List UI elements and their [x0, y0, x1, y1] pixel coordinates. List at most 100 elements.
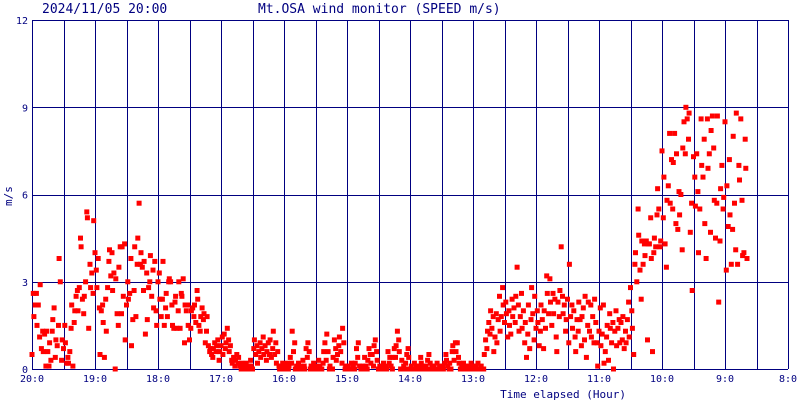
data-point	[122, 337, 128, 343]
y-tick-label: 3	[22, 278, 28, 289]
data-point	[348, 360, 354, 366]
data-point	[90, 290, 96, 296]
data-point	[686, 110, 692, 116]
data-point	[366, 346, 372, 352]
data-point	[524, 354, 529, 360]
data-point	[202, 340, 208, 346]
data-point	[657, 244, 663, 250]
data-point	[639, 238, 645, 244]
data-point	[323, 357, 329, 363]
data-point	[168, 279, 174, 285]
data-point	[539, 317, 545, 323]
data-point	[105, 285, 111, 291]
data-point	[248, 363, 254, 369]
data-point	[570, 325, 575, 331]
data-point	[738, 116, 744, 122]
data-point	[56, 322, 61, 328]
data-point	[341, 340, 347, 346]
data-point	[616, 317, 622, 323]
data-point	[431, 363, 437, 369]
data-point	[408, 363, 414, 369]
data-point	[282, 363, 288, 369]
data-point	[374, 349, 380, 355]
x-tick-label: 10:0	[650, 374, 674, 385]
data-point	[267, 352, 272, 357]
data-point	[134, 261, 140, 267]
data-point	[217, 349, 223, 355]
data-point	[402, 366, 408, 372]
data-point	[692, 174, 698, 180]
data-point	[739, 197, 745, 203]
data-point	[623, 340, 629, 346]
data-point	[396, 349, 402, 355]
data-point	[733, 110, 739, 116]
data-point	[466, 363, 472, 369]
data-point	[651, 235, 657, 241]
data-point	[311, 366, 317, 372]
data-point	[525, 302, 531, 308]
data-point	[285, 366, 291, 372]
data-point	[53, 337, 59, 343]
data-point	[384, 366, 390, 372]
data-point	[101, 354, 107, 360]
data-point	[124, 302, 129, 308]
data-point	[743, 165, 749, 171]
data-point	[335, 352, 340, 357]
data-point	[699, 162, 705, 168]
data-point	[651, 250, 657, 256]
data-point	[720, 206, 726, 212]
data-point	[596, 328, 602, 334]
data-point	[425, 357, 431, 363]
data-point	[551, 311, 557, 317]
data-point	[742, 136, 748, 142]
data-point	[434, 360, 440, 366]
data-point	[462, 363, 468, 369]
data-point	[391, 346, 397, 352]
data-point	[525, 331, 531, 337]
data-point	[490, 314, 496, 320]
data-point	[35, 302, 41, 308]
data-point	[180, 276, 186, 282]
data-point	[728, 261, 734, 267]
data-point	[273, 360, 279, 366]
data-point	[65, 354, 71, 360]
data-point	[75, 308, 81, 314]
data-point	[336, 343, 342, 349]
data-point	[115, 322, 121, 328]
data-point	[623, 328, 628, 334]
data-point	[670, 160, 676, 165]
data-point	[319, 366, 325, 372]
data-point	[172, 299, 178, 305]
data-point	[726, 157, 732, 163]
data-point	[614, 343, 620, 349]
data-point	[270, 346, 276, 352]
data-point	[411, 360, 417, 366]
data-point	[192, 302, 197, 308]
data-point	[76, 285, 82, 291]
data-point	[264, 349, 270, 355]
data-point	[231, 354, 237, 360]
data-point	[424, 366, 430, 372]
data-point	[321, 349, 327, 355]
data-point	[210, 346, 216, 352]
data-point	[147, 279, 153, 285]
data-point	[732, 200, 737, 206]
data-point	[389, 366, 395, 372]
data-point	[200, 317, 206, 323]
data-point	[508, 331, 514, 337]
data-point	[486, 320, 492, 325]
data-point	[660, 215, 666, 221]
data-point	[314, 366, 320, 372]
data-point	[185, 322, 191, 328]
x-tick-label: 12:0	[524, 374, 548, 385]
data-point	[67, 349, 73, 355]
data-point	[209, 352, 215, 357]
data-point	[543, 325, 548, 331]
data-point	[714, 200, 720, 206]
data-point	[569, 302, 575, 308]
data-point	[96, 305, 102, 311]
data-point	[484, 346, 490, 352]
data-point	[88, 285, 94, 291]
data-point	[655, 186, 661, 192]
data-point	[610, 320, 616, 325]
